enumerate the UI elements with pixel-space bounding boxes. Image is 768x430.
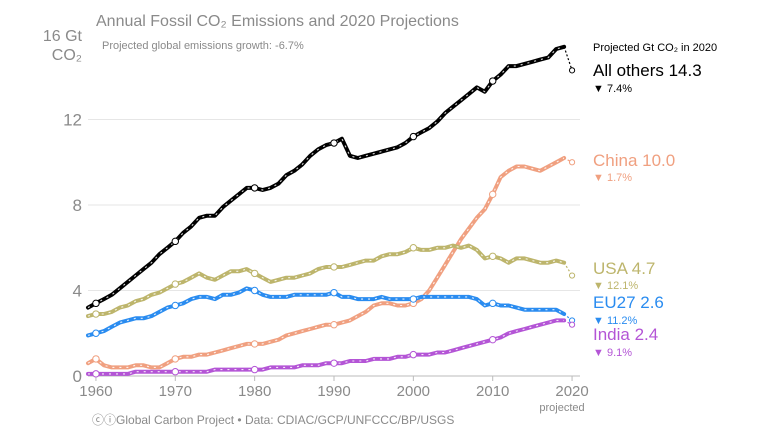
legend-change-row-india: ▼ 9.1% [593,347,632,359]
cc-license-icon: ⓒⓘ [92,413,116,427]
data-point-india-2010 [489,335,497,344]
data-point-india-1970 [171,368,179,376]
projection-line-all-others [563,46,573,71]
x-tick-label: 1960 [79,383,112,400]
data-point-usa-1990 [330,263,338,271]
x-tick-label: 1980 [238,383,271,400]
projection-line-china [563,157,573,163]
data-point-india-1990 [330,359,338,367]
legend-label-all-others: All others 14.3 [593,61,702,80]
data-point-all-others-1970 [171,237,179,246]
down-arrow-icon: ▼ [593,347,607,359]
series-lines [86,44,576,378]
footer-separator: • [234,413,245,427]
data-point-india-1980 [250,365,259,374]
x-tick-label: 2000 [397,383,430,400]
down-arrow-icon: ▼ [593,172,607,184]
down-arrow-icon: ▼ [593,280,607,292]
y-axis-ticks: 0 4 8 12 [63,111,82,387]
y-tick-label: 4 [73,282,82,301]
legend-change-row-all-others: ▼ 7.4% [593,83,632,95]
data-point-usa-1980 [250,269,259,278]
projection-point-all-others [568,67,576,74]
down-arrow-icon: ▼ [593,83,607,95]
data-point-china-1990 [330,321,338,329]
y-tick-label: 12 [63,111,82,130]
data-point-usa-2010 [489,252,497,260]
data-point-usa-2000 [409,244,418,252]
chart-subtitle: Projected global emissions growth: -6.7% [102,40,304,52]
x-tick-label: 1990 [317,383,350,400]
y-axis-unit-label-2: CO₂ [52,47,82,64]
data-point-india-2000 [409,350,418,359]
y-axis-unit-label: 16 Gt [43,28,83,45]
legend-label-eu27: EU27 2.6 [593,293,664,312]
data-point-usa-1960 [92,310,100,318]
series-line-dots-usa [87,245,565,317]
data-point-all-others-1960 [92,299,100,308]
data-point-all-others-2010 [489,77,497,85]
series-line-dots-india [88,319,565,375]
legend-label-india: India 2.4 [593,325,658,344]
footer-data: Data: CDIAC/GCP/UNFCCC/BP/USGS [245,413,454,427]
data-point-eu27-1960 [92,329,100,337]
data-point-eu27-1990 [330,288,338,297]
projection-line-india [563,319,573,326]
data-point-eu27-1970 [171,301,179,310]
legend-change-eu27: 11.2% [607,315,638,327]
legend-change-row-usa: ▼ 12.1% [593,280,638,292]
projection-point-china [568,159,576,166]
series-line-dots-eu27 [87,287,565,336]
legend-label-china: China 10.0 [593,151,675,170]
data-point-china-2010 [489,190,497,199]
chart-title: Annual Fossil CO₂ Emissions and 2020 Pro… [96,13,459,30]
series-line-dots-china [87,157,565,368]
legend-change-row-eu27: ▼ 11.2% [593,315,638,327]
footer-credit: ⓒⓘGlobal Carbon Project • Data: CDIAC/GC… [92,413,454,427]
data-point-all-others-1980 [250,184,259,192]
projection-point-usa [568,272,576,279]
series-line-eu27 [86,286,567,338]
down-arrow-icon: ▼ [593,315,607,327]
data-point-china-1970 [171,355,179,363]
legend-label-usa: USA 4.7 [593,259,655,278]
legend-change-china: 1.7% [607,172,632,184]
legend-change-all-others: 7.4% [607,83,632,95]
y-tick-label: 8 [73,196,82,215]
footer-source: Global Carbon Project [116,413,235,427]
legend-change-usa: 12.1% [607,280,638,292]
data-point-eu27-2000 [409,295,418,303]
x-tick-label: 2020 [555,383,588,400]
data-point-india-1960 [92,370,100,378]
data-point-all-others-2000 [409,132,418,141]
x-tick-label: 2010 [476,383,509,400]
x-axis-ticks: 1960 1970 1980 1990 2000 2010 2020 [79,376,589,400]
data-point-china-1960 [92,355,100,363]
series-line-dots-all-others [87,46,565,309]
legend: All others 14.3 ▼ 7.4% China 10.0 ▼ 1.7% USA… [593,61,702,359]
data-point-eu27-2010 [489,299,497,308]
data-point-china-1980 [250,340,259,348]
gridlines [88,119,580,377]
legend-change-india: 9.1% [607,347,632,359]
data-point-usa-1970 [171,280,179,288]
y-tick-label: 0 [73,367,82,386]
legend-change-row-china: ▼ 1.7% [593,172,632,184]
data-point-eu27-1980 [250,286,259,295]
legend-heading: Projected Gt CO₂ in 2020 [593,42,717,54]
data-point-all-others-1990 [330,139,338,147]
projected-label: projected [539,402,584,414]
projection-point-india [568,321,576,328]
x-tick-label: 1970 [159,383,192,400]
